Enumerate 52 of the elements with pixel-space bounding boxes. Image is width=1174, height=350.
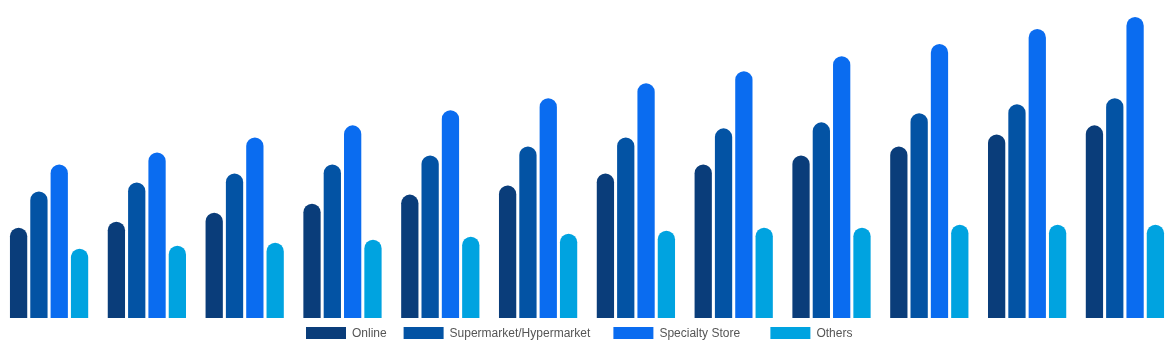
bar	[1085, 125, 1104, 318]
bar	[1146, 224, 1165, 318]
bar	[951, 224, 969, 318]
bar	[1028, 29, 1046, 318]
legend-label: Specialty Store	[659, 326, 741, 340]
bar	[344, 125, 362, 318]
bar	[148, 152, 166, 318]
bar	[9, 227, 28, 318]
bar	[637, 83, 655, 318]
bar	[735, 71, 753, 318]
bar	[930, 44, 949, 318]
legend-label: Online	[352, 326, 388, 340]
bar	[714, 128, 733, 318]
bar	[168, 245, 186, 318]
bar	[246, 137, 264, 318]
bar	[401, 194, 419, 318]
bar	[617, 137, 635, 318]
bar	[498, 185, 517, 318]
bar	[853, 227, 871, 318]
bar	[70, 248, 89, 318]
bar	[539, 98, 557, 318]
bar	[694, 164, 712, 318]
bar	[1008, 104, 1026, 318]
bar	[323, 164, 341, 318]
bar	[225, 173, 244, 318]
bar	[266, 242, 284, 318]
bar	[205, 212, 223, 318]
bar	[50, 164, 68, 318]
bar	[596, 173, 615, 318]
bar	[519, 146, 537, 318]
bar	[755, 227, 773, 318]
bar	[657, 230, 676, 318]
bar	[107, 221, 126, 318]
bar	[421, 155, 439, 318]
bar	[128, 182, 146, 318]
bar	[910, 113, 928, 318]
bar	[812, 122, 830, 318]
bar	[988, 134, 1006, 318]
legend-label: Others	[816, 326, 853, 340]
bar	[30, 191, 48, 318]
bar	[792, 155, 810, 318]
bar	[1048, 224, 1067, 318]
bar	[462, 236, 480, 318]
bar	[1106, 98, 1124, 318]
bar	[890, 146, 908, 318]
bar	[441, 110, 460, 318]
bar	[833, 56, 851, 318]
legend-label: Supermarket/Hypermarket	[449, 326, 591, 340]
bar	[559, 233, 578, 318]
bar	[303, 203, 321, 318]
bar	[364, 239, 382, 318]
bar	[1126, 17, 1144, 318]
